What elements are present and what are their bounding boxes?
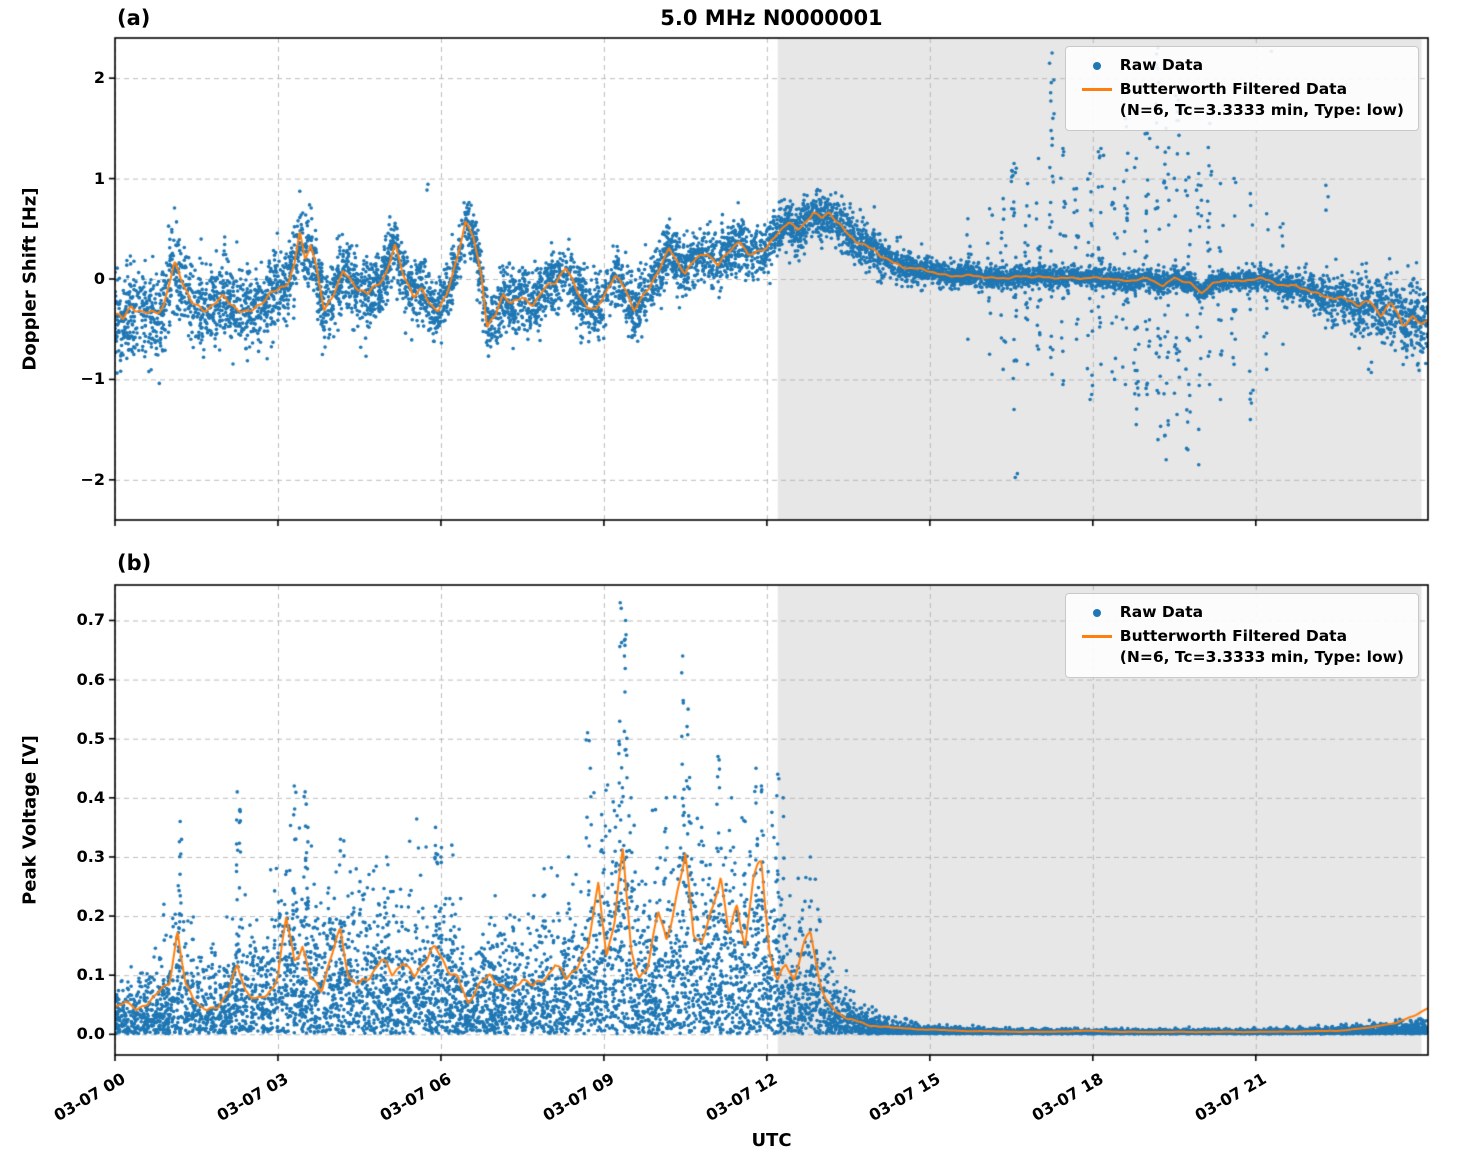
y-axis-label-a: Doppler Shift [Hz] <box>19 187 41 371</box>
legend-filtered-label: Butterworth Filtered Data (N=6, Tc=3.333… <box>1119 80 1404 119</box>
x-axis-label: UTC <box>751 1130 792 1151</box>
y-tick-label: 0.6 <box>76 669 105 689</box>
chart-title: 5.0 MHz N0000001 <box>660 6 883 30</box>
legend-panel-b: Raw Data Butterworth Filtered Data (N=6,… <box>1064 593 1419 678</box>
y-tick-label: −2 <box>80 469 105 489</box>
y-axis-label-b: Peak Voltage [V] <box>19 735 41 905</box>
y-tick-label: 2 <box>93 68 105 88</box>
y-tick-label: 0.3 <box>76 846 105 866</box>
y-tick-label: 1 <box>93 168 105 188</box>
raw-data-marker-icon <box>1074 55 1120 76</box>
legend-filtered-label: Butterworth Filtered Data (N=6, Tc=3.333… <box>1119 627 1404 666</box>
legend-panel-a: Raw Data Butterworth Filtered Data (N=6,… <box>1064 46 1419 131</box>
y-tick-label: 0 <box>93 269 105 288</box>
y-tick-label: 0.7 <box>76 610 105 630</box>
raw-data-marker-icon <box>1074 602 1120 623</box>
legend-item-raw: Raw Data <box>1074 55 1404 76</box>
y-tick-label: 0.1 <box>76 965 105 985</box>
legend-item-filtered: Butterworth Filtered Data (N=6, Tc=3.333… <box>1074 626 1404 668</box>
y-tick-label: 0.5 <box>76 728 105 748</box>
y-tick-label: 0.4 <box>76 787 105 807</box>
panel-label-b: (b) <box>117 551 152 575</box>
legend-item-raw: Raw Data <box>1074 602 1404 623</box>
y-tick-label: −1 <box>80 369 105 389</box>
panel-label-a: (a) <box>117 6 151 30</box>
legend-raw-label: Raw Data <box>1119 56 1204 74</box>
legend-raw-label: Raw Data <box>1119 603 1204 621</box>
y-tick-label: 0.0 <box>76 1024 105 1044</box>
filtered-line-marker-icon <box>1074 626 1120 647</box>
legend-item-filtered: Butterworth Filtered Data (N=6, Tc=3.333… <box>1074 79 1404 121</box>
filtered-line-marker-icon <box>1074 79 1120 100</box>
y-tick-label: 0.2 <box>76 906 105 926</box>
